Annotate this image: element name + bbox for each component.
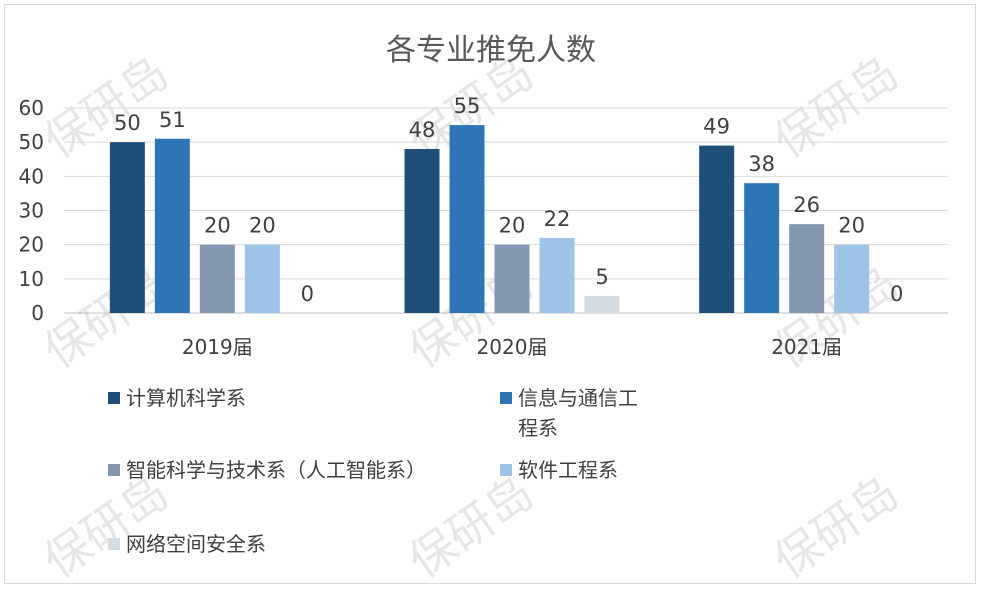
watermark-text: 保研岛 — [764, 45, 908, 168]
bars — [109, 125, 870, 313]
bar — [539, 237, 575, 313]
y-tick-label: 40 — [19, 164, 44, 188]
bar — [789, 224, 825, 313]
bar — [744, 183, 780, 313]
x-category-label: 2021届 — [771, 335, 842, 359]
chart-title: 各专业推免人数 — [386, 33, 596, 68]
legend-swatch — [108, 538, 120, 550]
bar — [584, 295, 620, 313]
data-label: 20 — [499, 214, 526, 238]
data-label: 20 — [204, 214, 231, 238]
bar — [244, 244, 280, 313]
legend-label: 智能科学与技术系（人工智能系） — [126, 458, 426, 482]
y-axis-ticks: 0 10 20 30 40 50 60 — [19, 96, 44, 325]
data-label: 20 — [249, 214, 276, 238]
bar — [154, 138, 190, 313]
legend-label: 信息与通信工 — [518, 386, 638, 410]
x-category-label: 2019届 — [182, 335, 253, 359]
x-category-label: 2020届 — [477, 335, 548, 359]
bar — [449, 125, 485, 313]
chart-frame — [4, 4, 976, 584]
x-axis-categories: 2019届 2020届 2021届 — [182, 335, 842, 359]
watermark-text: 保研岛 — [764, 465, 908, 588]
legend-swatch — [108, 392, 120, 404]
bar — [109, 142, 145, 313]
y-tick-label: 10 — [19, 267, 44, 291]
legend-label: 软件工程系 — [518, 458, 618, 482]
legend-swatch — [500, 464, 512, 476]
data-label: 5 — [595, 265, 608, 289]
data-label: 20 — [838, 214, 865, 238]
legend-swatch — [500, 392, 512, 404]
legend-label: 网络空间安全系 — [126, 532, 266, 556]
legend-label: 计算机科学系 — [126, 386, 246, 410]
data-label: 0 — [890, 282, 903, 306]
data-label: 55 — [454, 94, 481, 118]
y-tick-label: 20 — [19, 233, 44, 257]
data-label: 51 — [159, 108, 186, 132]
data-label: 0 — [301, 282, 314, 306]
y-tick-label: 30 — [19, 199, 44, 223]
bar — [494, 244, 530, 313]
bar — [834, 244, 870, 313]
bar — [199, 244, 235, 313]
y-tick-label: 60 — [19, 96, 44, 120]
data-label: 38 — [748, 152, 775, 176]
data-label: 48 — [409, 118, 436, 142]
y-tick-label: 50 — [19, 130, 44, 154]
watermark-text: 保研岛 — [34, 465, 178, 588]
watermark-text: 保研岛 — [399, 465, 543, 588]
data-labels: 50 51 20 20 0 48 55 20 22 5 49 38 26 20 0 — [114, 94, 903, 306]
data-label: 26 — [793, 193, 820, 217]
legend-label: 程系 — [518, 416, 558, 440]
y-tick-label: 0 — [31, 301, 44, 325]
data-label: 22 — [544, 207, 571, 231]
bar — [404, 149, 440, 313]
bar — [699, 145, 735, 313]
data-label: 49 — [703, 115, 730, 139]
legend-swatch — [108, 464, 120, 476]
data-label: 50 — [114, 111, 141, 135]
